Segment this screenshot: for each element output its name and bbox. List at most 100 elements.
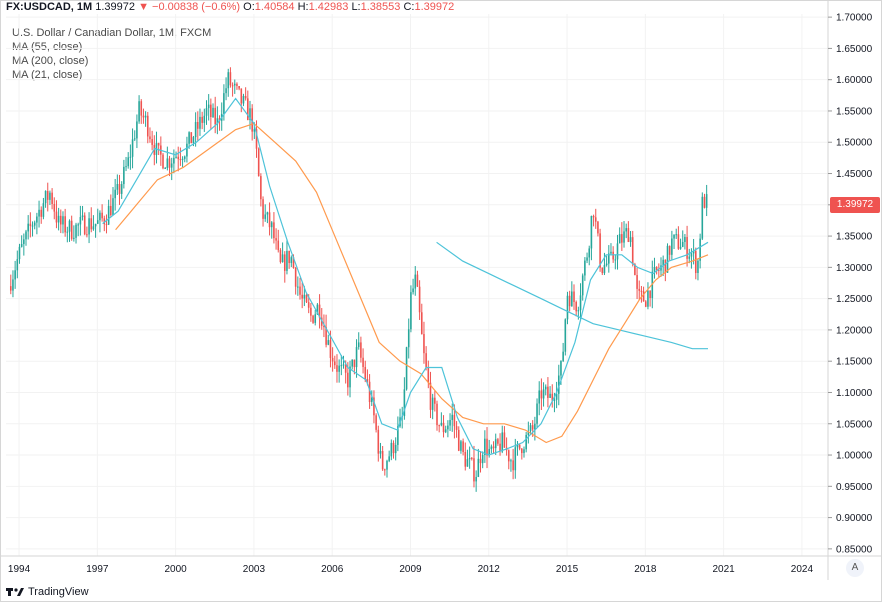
- price-axis[interactable]: 0.85000 0.90000 0.95000 1.00000 1.05000 1.100…: [827, 0, 873, 580]
- candle-body: [277, 240, 280, 251]
- candle-body: [162, 154, 164, 169]
- ma55-line: [115, 122, 709, 444]
- candle-body: [492, 446, 495, 449]
- candle-body: [688, 256, 691, 259]
- candle-body: [664, 259, 667, 273]
- candle-body: [366, 379, 369, 382]
- candle-body: [94, 223, 97, 227]
- time-tick-label: 2015: [556, 564, 579, 575]
- candle-body: [640, 290, 643, 292]
- candle-body: [133, 138, 136, 140]
- candle-body: [686, 237, 688, 259]
- candle-body: [449, 420, 451, 426]
- candle-body: [679, 246, 682, 249]
- candle-body: [199, 116, 201, 129]
- candle-body: [466, 459, 469, 467]
- candle-body: [325, 327, 327, 345]
- legend-ma55[interactable]: MA (55, close): [12, 41, 83, 53]
- time-tick-label: 2006: [321, 564, 344, 575]
- symbol-label[interactable]: FX:USDCAD, 1M: [6, 1, 93, 13]
- candle-body: [227, 72, 230, 89]
- price-change: −0.00838 (−0.6%): [152, 1, 241, 13]
- candle-body: [557, 375, 560, 394]
- candle-body: [553, 399, 556, 401]
- candle-body: [601, 267, 604, 274]
- down-arrow-icon: ▼: [138, 1, 149, 13]
- price-tick-label: 0.95000: [836, 482, 873, 493]
- candle-body: [81, 215, 84, 218]
- candle-body: [381, 451, 384, 470]
- candle-body: [503, 432, 506, 448]
- candle-body: [655, 267, 658, 270]
- price-tick-label: 1.55000: [836, 106, 873, 117]
- price-tick-label: 1.45000: [836, 169, 873, 180]
- candle-body: [403, 389, 406, 417]
- candle-body: [447, 425, 449, 430]
- candle-body: [653, 267, 656, 272]
- candle-body: [675, 234, 678, 236]
- close-value: 1.39972: [414, 1, 455, 13]
- candle-body: [57, 215, 60, 223]
- candle-body: [323, 325, 325, 328]
- candle-body: [488, 448, 490, 456]
- time-tick-label: 2018: [634, 564, 657, 575]
- candle-body: [240, 88, 243, 104]
- candle-body: [560, 360, 562, 376]
- candle-body: [490, 446, 493, 449]
- auto-scale-button[interactable]: A: [846, 559, 864, 577]
- moving-averages: [102, 97, 709, 456]
- candle-body: [351, 359, 353, 367]
- tradingview-logo[interactable]: TradingView: [6, 586, 89, 598]
- candle-body: [303, 294, 306, 299]
- candle-body: [55, 211, 58, 223]
- candle-body: [179, 159, 182, 161]
- candle-body: [229, 72, 232, 86]
- candle-body: [36, 216, 38, 223]
- candle-body: [342, 364, 345, 366]
- candle-body: [16, 259, 19, 271]
- candle-body: [703, 196, 706, 208]
- legend-ma200[interactable]: MA (200, close): [12, 55, 89, 67]
- candle-body: [666, 245, 669, 273]
- candle-body: [214, 107, 216, 125]
- candle-body: [527, 431, 530, 435]
- candle-body: [20, 244, 23, 247]
- candle-body: [38, 209, 40, 217]
- candle-body: [266, 212, 269, 215]
- candle-body: [344, 364, 347, 373]
- candle-body: [390, 442, 393, 457]
- candle-body: [164, 168, 166, 170]
- legend-ma21[interactable]: MA (21, close): [12, 69, 83, 81]
- candle-body: [73, 237, 75, 239]
- candle-body: [625, 228, 627, 232]
- candle-body: [168, 158, 171, 168]
- candle-body: [477, 458, 480, 477]
- candle-body: [499, 443, 501, 452]
- candle-body: [27, 223, 29, 232]
- time-axis[interactable]: 1994 1997 2000 2003 2006 2009 2012 2015 2018 2021…: [0, 555, 882, 575]
- candle-body: [216, 118, 219, 125]
- tradingview-icon: [6, 588, 24, 596]
- candle-body: [218, 118, 221, 121]
- price-tick-label: 1.60000: [836, 75, 873, 86]
- candle-body: [283, 254, 286, 271]
- candle-body: [521, 448, 523, 454]
- chart-title[interactable]: U.S. Dollar / Canadian Dollar, 1M, FXCM: [12, 27, 212, 39]
- candle-body: [481, 455, 484, 464]
- price-tick-label: 1.15000: [836, 357, 873, 368]
- candle-body: [290, 257, 293, 264]
- candle-body: [316, 304, 319, 315]
- candle-body: [12, 279, 14, 291]
- candle-body: [571, 291, 573, 307]
- candle-body: [129, 156, 132, 158]
- price-tick-label: 0.90000: [836, 513, 873, 524]
- candle-body: [99, 212, 101, 221]
- candle-body: [507, 450, 510, 462]
- candle-body: [103, 218, 106, 225]
- candle-body: [494, 439, 497, 449]
- candle-body: [175, 156, 177, 158]
- candle-body: [264, 214, 267, 219]
- candle-body: [336, 365, 338, 372]
- candle-body: [484, 438, 486, 456]
